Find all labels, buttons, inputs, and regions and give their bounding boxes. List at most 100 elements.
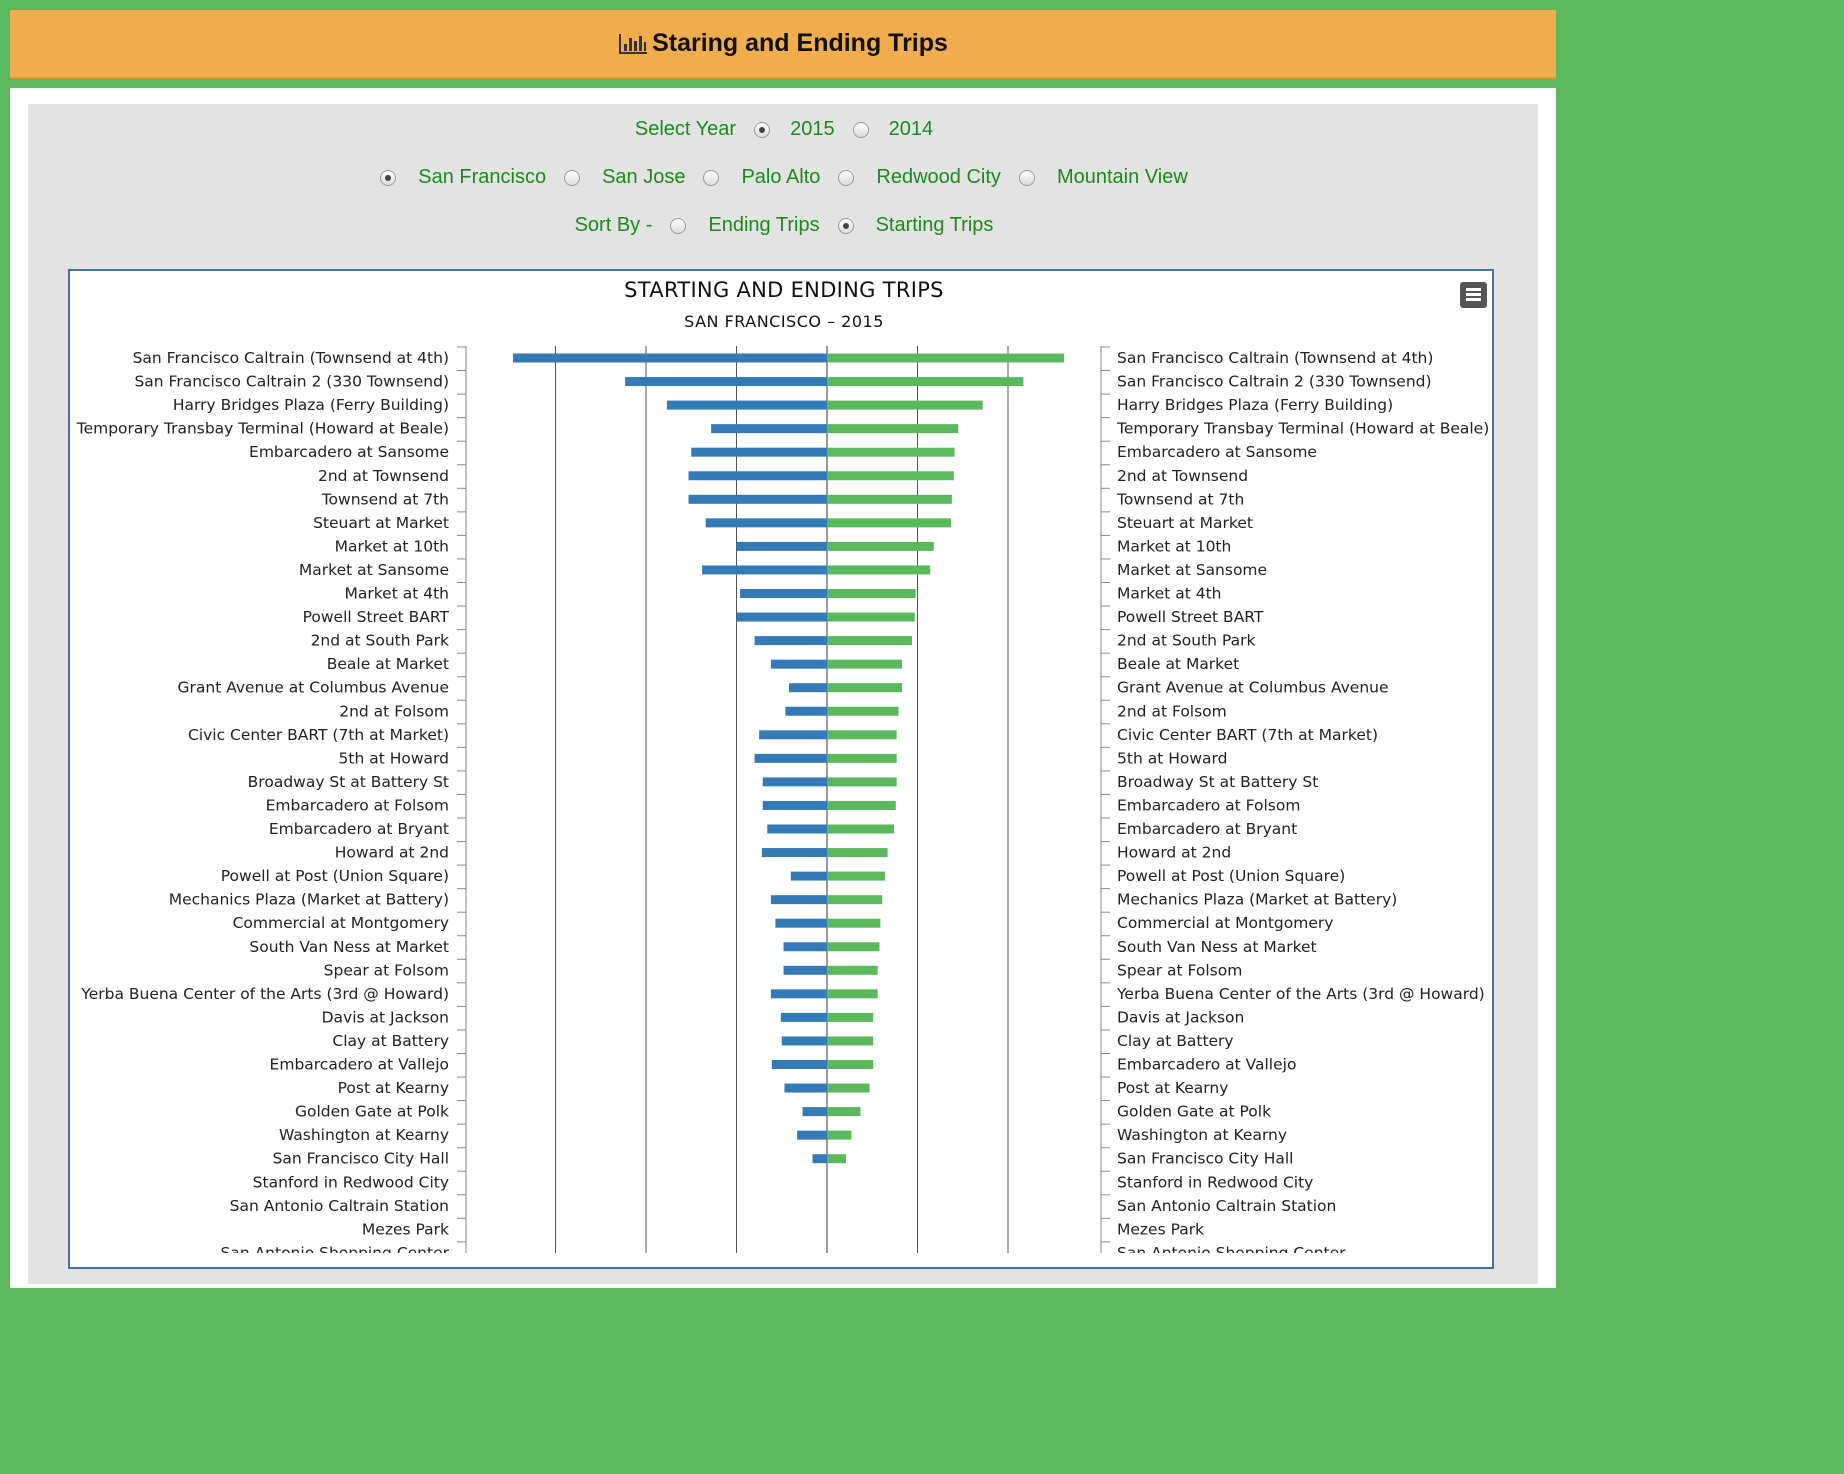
right-category-label: Golden Gate at Polk xyxy=(1117,1103,1271,1121)
starting-trips-bar xyxy=(762,800,827,810)
page-header: Staring and Ending Trips xyxy=(10,10,1556,79)
page-title: Staring and Ending Trips xyxy=(652,29,948,57)
right-category-label: Washington at Kearny xyxy=(1117,1126,1287,1144)
left-category-label: Powell at Post (Union Square) xyxy=(221,867,449,885)
left-category-label: Mezes Park xyxy=(362,1220,449,1238)
right-category-label: Stanford in Redwood City xyxy=(1117,1173,1313,1191)
starting-trips-bar xyxy=(736,612,827,622)
ending-trips-bar xyxy=(827,636,913,646)
starting-trips-bar xyxy=(783,942,827,952)
starting-trips-bar xyxy=(512,353,827,363)
starting-trips-bar xyxy=(754,753,827,763)
left-category-label: Market at 4th xyxy=(345,585,449,603)
year-label: Select Year xyxy=(634,118,737,140)
city-radio-mountain-view[interactable] xyxy=(1018,169,1035,186)
right-category-label: Spear at Folsom xyxy=(1117,961,1242,979)
right-category-label: Broadway St at Battery St xyxy=(1117,773,1318,791)
ending-trips-bar xyxy=(827,612,915,622)
sort-option-starting[interactable]: Starting Trips xyxy=(875,214,994,236)
starting-trips-bar xyxy=(770,989,827,999)
left-category-label: Spear at Folsom xyxy=(324,961,449,979)
city-radio-san-jose[interactable] xyxy=(564,169,581,186)
ending-trips-bar xyxy=(827,800,896,810)
city-selector: San Francisco San Jose Palo Alto Redwood… xyxy=(0,166,1568,189)
city-radio-san-francisco[interactable] xyxy=(380,169,397,186)
ending-trips-bar xyxy=(827,777,897,787)
year-radio-2014[interactable] xyxy=(852,121,869,138)
starting-trips-bar xyxy=(767,824,827,834)
left-category-label: Embarcadero at Folsom xyxy=(266,796,449,814)
left-category-label: Yerba Buena Center of the Arts (3rd @ Ho… xyxy=(80,985,449,1003)
ending-trips-bar xyxy=(827,541,934,551)
ending-trips-bar xyxy=(827,753,897,763)
right-category-label: Townsend at 7th xyxy=(1116,490,1244,508)
ending-trips-bar xyxy=(827,942,880,952)
right-category-label: Market at 4th xyxy=(1117,585,1221,603)
city-option-redwood-city[interactable]: Redwood City xyxy=(876,166,1001,188)
left-category-label: San Francisco Caltrain (Townsend at 4th) xyxy=(133,349,449,367)
chart-container xyxy=(68,269,1494,1269)
city-option-palo-alto[interactable]: Palo Alto xyxy=(741,166,821,188)
starting-trips-bar xyxy=(780,1012,827,1022)
city-option-san-jose[interactable]: San Jose xyxy=(602,166,686,188)
left-category-label: Civic Center BART (7th at Market) xyxy=(188,726,449,744)
left-category-label: Washington at Kearny xyxy=(279,1126,449,1144)
right-category-label: San Francisco City Hall xyxy=(1117,1150,1293,1168)
city-radio-palo-alto[interactable] xyxy=(703,169,720,186)
right-category-label: San Antonio Shopping Center xyxy=(1117,1244,1346,1253)
sort-radio-starting[interactable] xyxy=(837,217,854,234)
right-category-label: Harry Bridges Plaza (Ferry Building) xyxy=(1117,396,1393,414)
starting-trips-bar xyxy=(797,1130,827,1140)
right-category-label: Howard at 2nd xyxy=(1117,844,1231,862)
city-option-mountain-view[interactable]: Mountain View xyxy=(1056,166,1188,188)
left-category-label: South Van Ness at Market xyxy=(249,938,449,956)
right-category-label: Market at Sansome xyxy=(1117,561,1267,579)
starting-trips-bar xyxy=(759,730,827,740)
ending-trips-bar xyxy=(827,683,903,693)
starting-trips-bar xyxy=(666,400,827,410)
ending-trips-bar xyxy=(827,989,878,999)
right-category-label: Powell Street BART xyxy=(1117,608,1264,626)
left-category-label: Clay at Battery xyxy=(332,1032,449,1050)
starting-trips-bar xyxy=(775,918,827,928)
city-radio-redwood-city[interactable] xyxy=(838,169,855,186)
right-category-label: Grant Avenue at Columbus Avenue xyxy=(1117,679,1389,697)
right-category-label: Mezes Park xyxy=(1117,1220,1204,1238)
starting-trips-bar xyxy=(788,683,827,693)
year-radio-2015[interactable] xyxy=(754,121,771,138)
right-category-label: San Francisco Caltrain 2 (330 Townsend) xyxy=(1117,373,1432,391)
left-category-label: Townsend at 7th xyxy=(321,490,449,508)
ending-trips-bar xyxy=(827,918,881,928)
sort-label: Sort By - xyxy=(574,214,653,236)
starting-trips-bar xyxy=(740,589,827,598)
left-category-label: Market at Sansome xyxy=(299,561,449,579)
ending-trips-bar xyxy=(827,824,894,834)
left-category-label: Beale at Market xyxy=(327,655,449,673)
year-option-2014[interactable]: 2014 xyxy=(888,118,934,140)
starting-trips-bar xyxy=(770,895,827,905)
year-option-2015[interactable]: 2015 xyxy=(790,118,835,140)
starting-trips-bar xyxy=(770,659,827,669)
ending-trips-bar xyxy=(827,424,959,434)
sort-option-ending[interactable]: Ending Trips xyxy=(708,214,820,236)
starting-trips-bar xyxy=(790,871,827,881)
right-category-label: 2nd at Townsend xyxy=(1117,467,1248,485)
starting-trips-bar xyxy=(691,447,827,457)
ending-trips-bar xyxy=(827,871,885,881)
city-option-san-francisco[interactable]: San Francisco xyxy=(418,166,547,188)
sort-radio-ending[interactable] xyxy=(670,217,687,234)
right-category-label: Davis at Jackson xyxy=(1117,1008,1244,1026)
ending-trips-bar xyxy=(827,1154,847,1164)
left-category-label: 2nd at Folsom xyxy=(339,702,449,720)
starting-trips-bar xyxy=(802,1107,827,1117)
ending-trips-bar xyxy=(827,659,903,669)
ending-trips-bar xyxy=(827,494,952,504)
ending-trips-bar xyxy=(827,377,1024,387)
starting-trips-bar xyxy=(785,706,827,716)
ending-trips-bar xyxy=(827,706,899,716)
left-category-label: Broadway St at Battery St xyxy=(248,773,449,791)
right-category-label: Mechanics Plaza (Market at Battery) xyxy=(1117,891,1397,909)
chart-menu-button[interactable] xyxy=(1460,282,1487,308)
right-category-label: 2nd at South Park xyxy=(1117,632,1255,650)
starting-trips-bar xyxy=(783,965,827,975)
